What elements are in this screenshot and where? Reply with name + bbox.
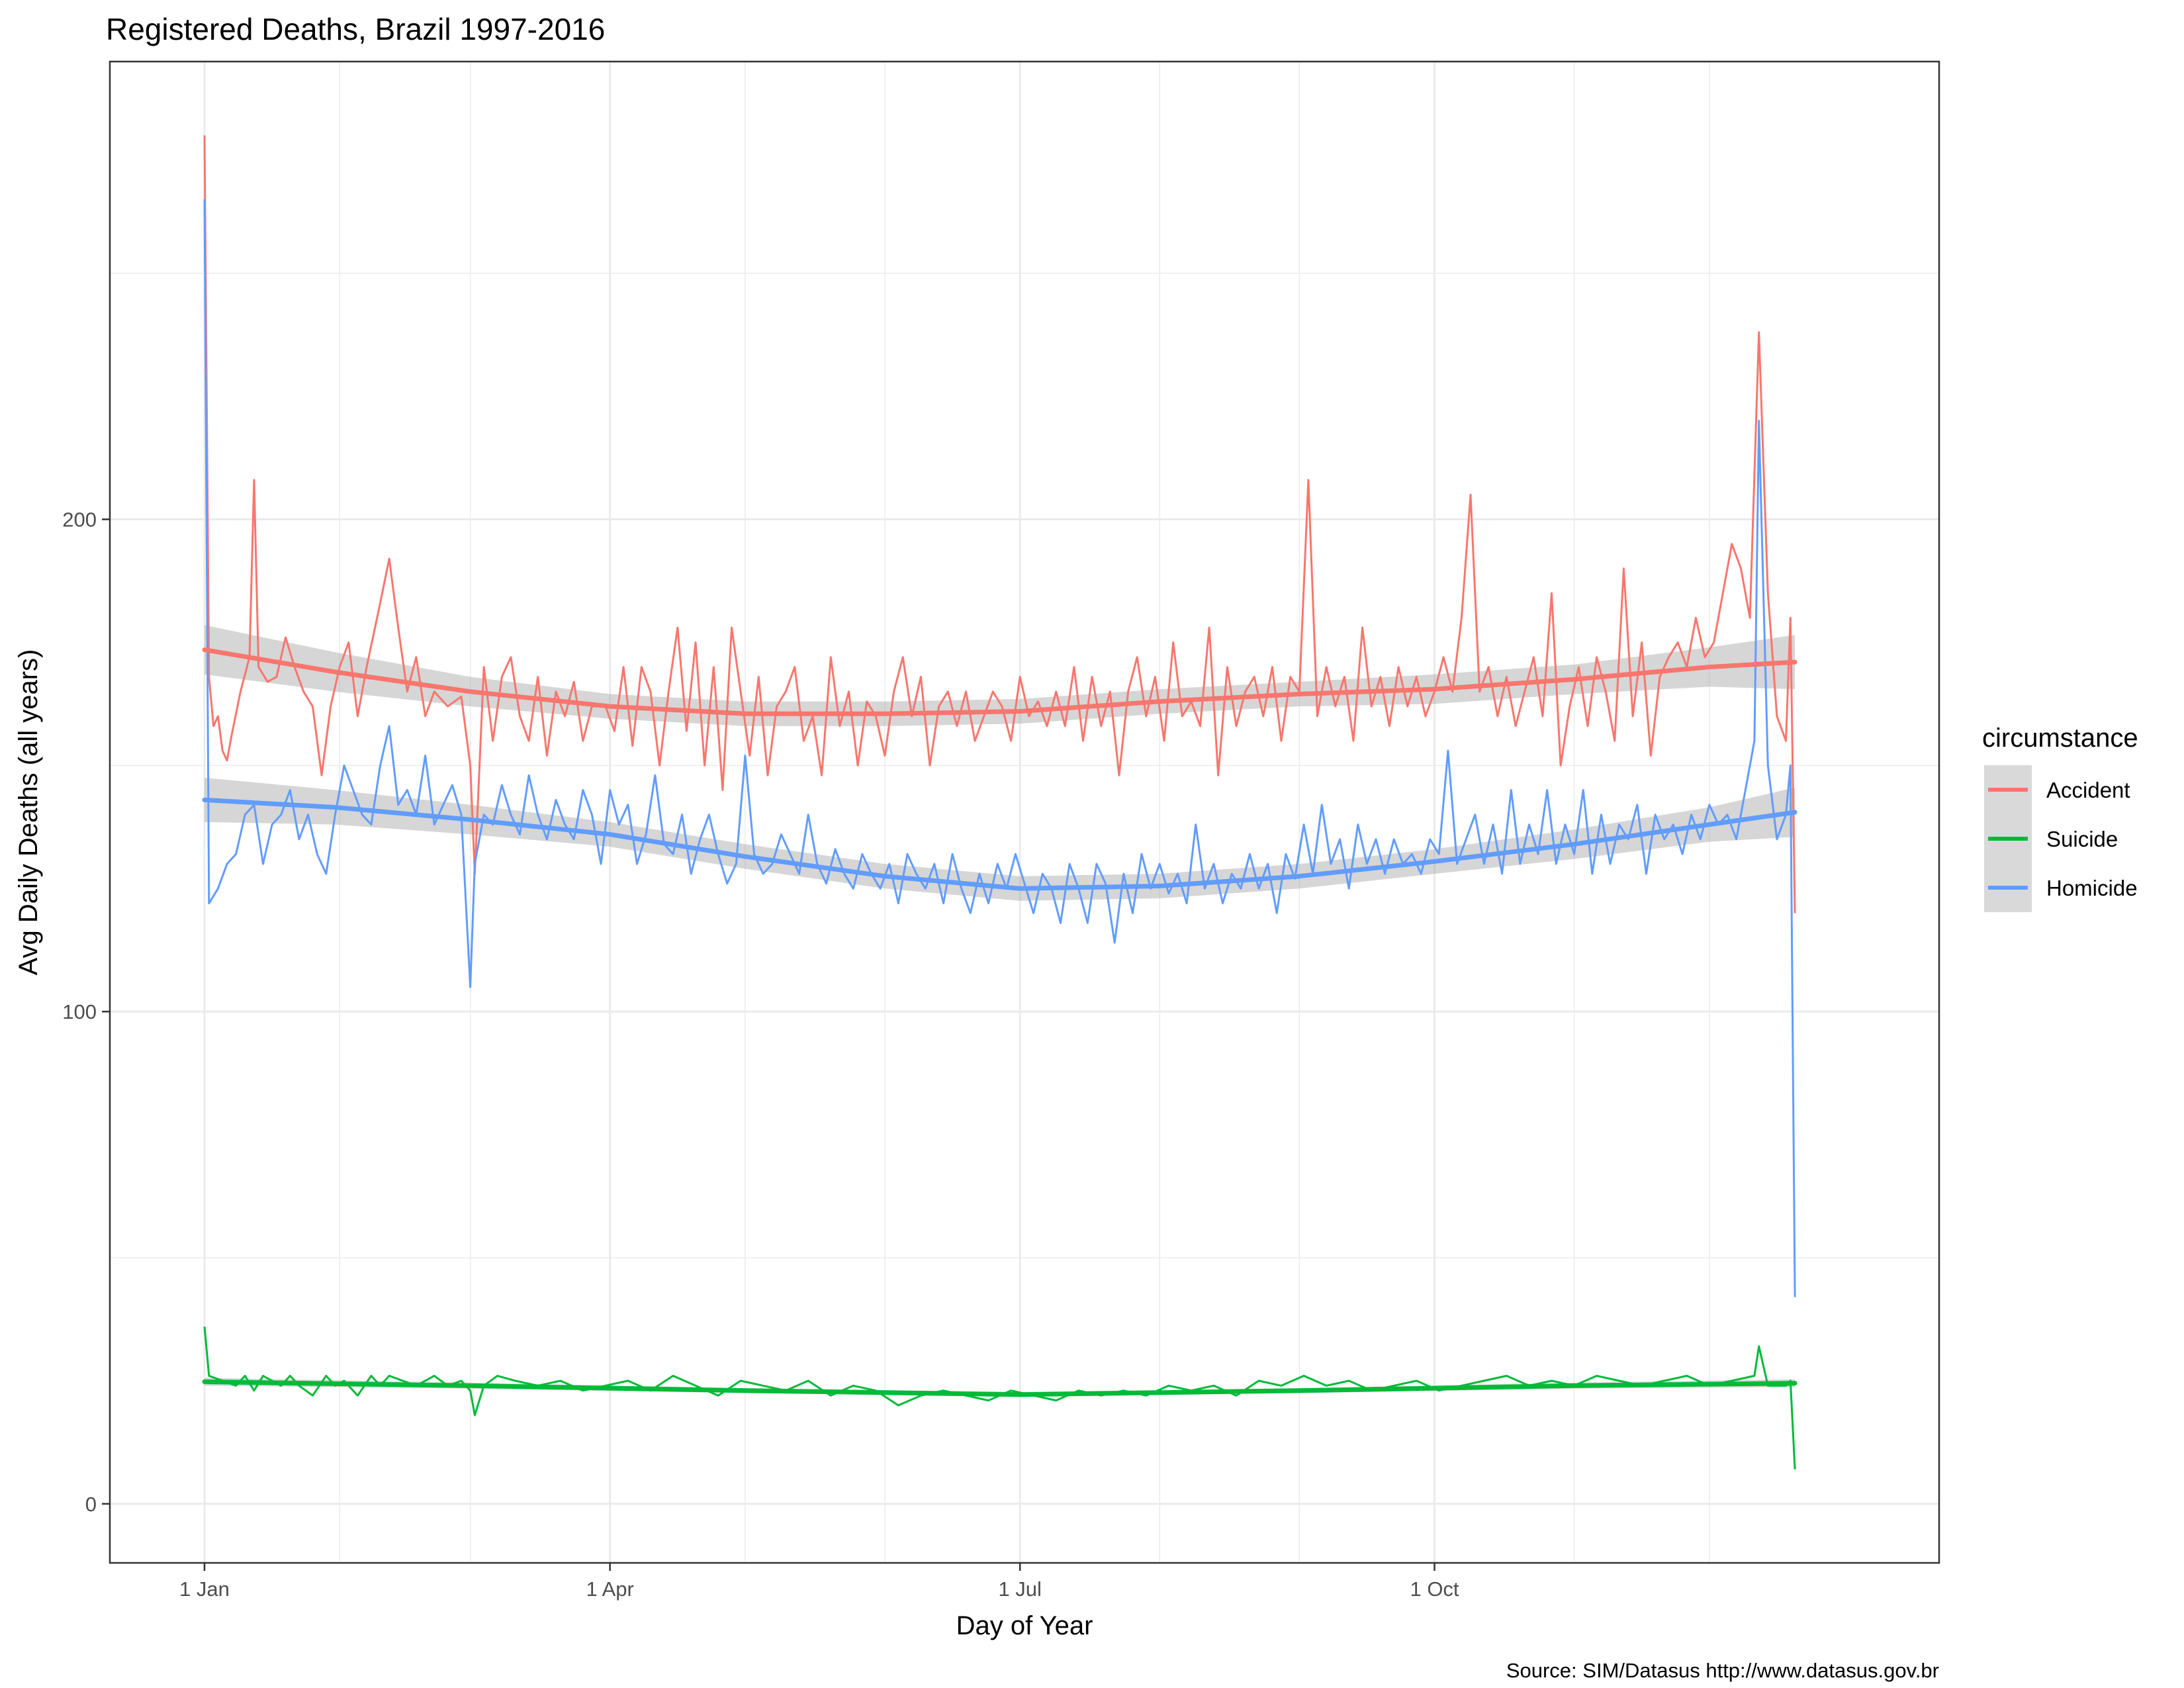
accident-trend-line — [202, 647, 1797, 716]
accident-confidence-band — [205, 625, 1796, 726]
x-tick-label: 1 Jul — [998, 1577, 1041, 1601]
series-lines — [203, 135, 1796, 1470]
y-tick-label: 0 — [85, 1493, 97, 1516]
minor-gridlines — [110, 62, 1939, 1563]
legend-label: Accident — [2046, 778, 2130, 802]
homicide-series-line — [203, 199, 1796, 1297]
x-tick-label: 1 Oct — [1410, 1577, 1459, 1601]
homicide-confidence-band — [205, 777, 1796, 901]
homicide-trend-line — [202, 797, 1797, 891]
legend-item-suicide: Suicide — [1984, 814, 2118, 863]
trend-lines — [202, 647, 1797, 1397]
chart-title: Registered Deaths, Brazil 1997-2016 — [106, 12, 605, 46]
suicide-trend-line — [202, 1379, 1797, 1397]
legend-item-accident: Accident — [1984, 765, 2130, 814]
source-caption: Source: SIM/Datasus http://www.datasus.g… — [1506, 1659, 1939, 1682]
legend-label: Homicide — [2046, 876, 2138, 900]
x-tick-label: 1 Jan — [179, 1577, 230, 1601]
legend-label: Suicide — [2046, 827, 2118, 851]
legend: circumstance Accident Suicide Homicide — [1982, 724, 2138, 912]
x-axis-title: Day of Year — [956, 1611, 1093, 1640]
plot-panel — [109, 60, 1940, 1564]
accident-series-line — [203, 135, 1796, 914]
x-tick-label: 1 Apr — [586, 1577, 633, 1601]
legend-item-homicide: Homicide — [1984, 863, 2138, 912]
y-axis-title: Avg Daily Deaths (all years) — [14, 649, 43, 976]
suicide-series-line — [203, 1326, 1796, 1470]
y-axis: 0 100 200 — [62, 508, 110, 1516]
y-tick-label: 100 — [62, 1000, 97, 1023]
x-axis: 1 Jan 1 Apr 1 Jul 1 Oct — [179, 1563, 1459, 1601]
major-gridlines — [110, 62, 1939, 1563]
y-tick-label: 200 — [62, 508, 97, 532]
plot-border — [109, 60, 1940, 1564]
legend-title: circumstance — [1982, 724, 2138, 753]
